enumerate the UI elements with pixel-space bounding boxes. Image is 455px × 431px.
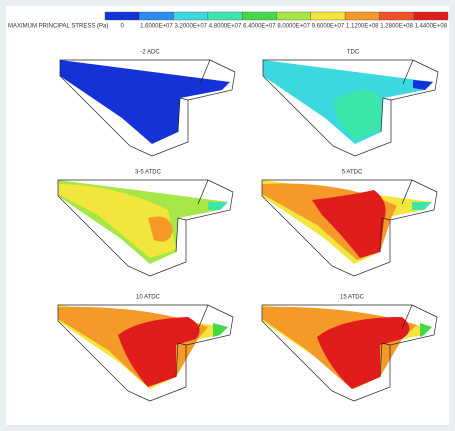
panel-label: 3-5 ATDC	[135, 170, 162, 176]
panel-label: 15 ATDC	[340, 295, 365, 301]
colorbar-label: 3.2000E+07	[174, 24, 207, 30]
colorbar-swatch	[414, 12, 448, 20]
panel-label: TDC	[347, 50, 360, 56]
colorbar-label: 1.6000E+07	[140, 24, 173, 30]
colorbar-label: 4.8000E+07	[209, 24, 242, 30]
colorbar-label: 1.4400E+08	[415, 24, 448, 30]
colorbar-label: 1.2800E+08	[380, 24, 413, 30]
colorbar-swatch	[242, 12, 276, 20]
colorbar-swatch	[345, 12, 379, 20]
colorbar-swatch	[379, 12, 413, 20]
colorbar-label: 6.4000E+07	[243, 24, 276, 30]
colorbar-label: 1.1200E+08	[346, 24, 379, 30]
colorbar-swatch	[105, 12, 139, 20]
colorbar-label: 8.0000E+07	[277, 24, 310, 30]
colorbar-swatch	[277, 12, 311, 20]
colorbar-swatch	[208, 12, 242, 20]
figure-canvas: MAXIMUM PRINCIPAL STRESS (Pa) 01.6000E+0…	[0, 0, 455, 431]
colorbar-swatch	[139, 12, 173, 20]
colorbar-swatch	[311, 12, 345, 20]
colorbar-swatch	[174, 12, 208, 20]
panel-label: 5 ATDC	[342, 170, 363, 176]
colorbar-label: 9.6000E+07	[312, 24, 345, 30]
panel-label: -2 ADC	[140, 50, 160, 56]
figure: MAXIMUM PRINCIPAL STRESS (Pa) 01.6000E+0…	[0, 0, 455, 431]
colorbar-title: MAXIMUM PRINCIPAL STRESS (Pa)	[8, 24, 108, 30]
panel-label: 10 ATDC	[136, 295, 161, 301]
